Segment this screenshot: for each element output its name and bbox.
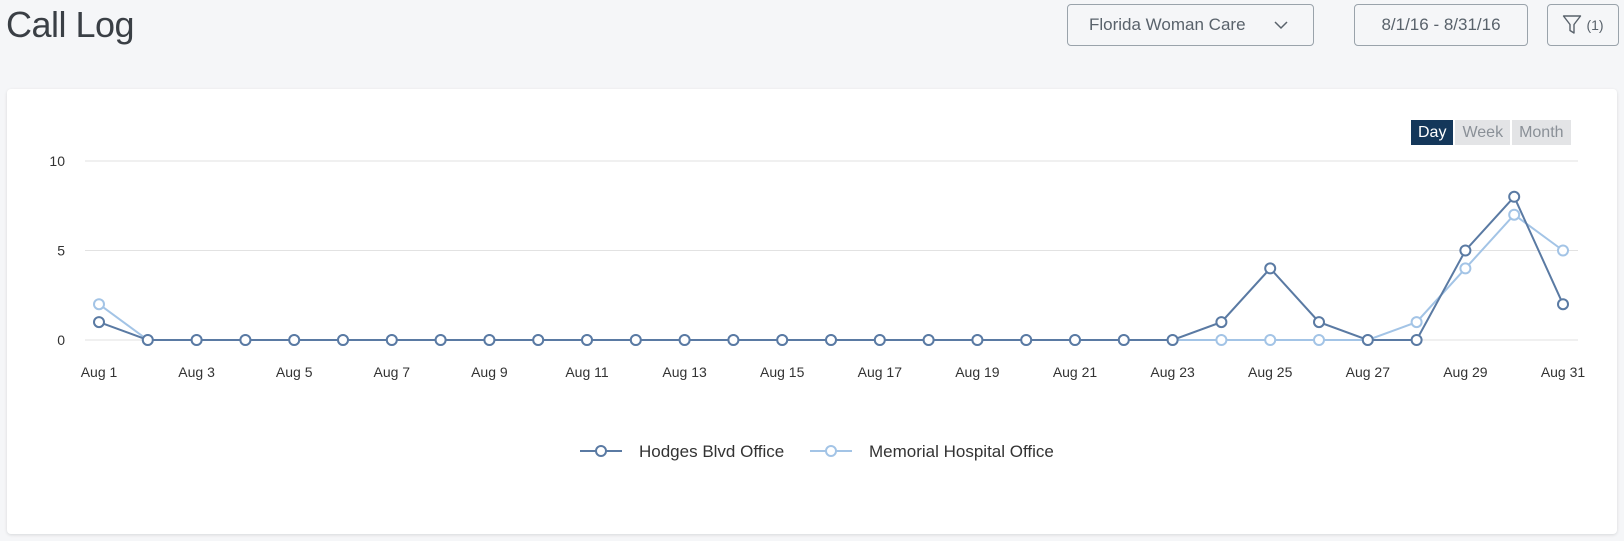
data-point: [337, 334, 349, 346]
x-tick-label: Aug 3: [178, 364, 215, 380]
legend-marker: [825, 445, 837, 457]
data-point: [776, 334, 789, 346]
y-tick-label: 10: [49, 153, 65, 169]
data-point: [1020, 334, 1033, 346]
data-point: [629, 334, 642, 346]
data-point: [483, 334, 496, 346]
x-tick-label: Aug 17: [858, 364, 903, 380]
data-point: [434, 334, 447, 346]
data-point: [190, 334, 203, 346]
toggle-week[interactable]: Week: [1455, 120, 1511, 145]
data-point: [288, 334, 301, 346]
data-point: [971, 334, 984, 346]
x-tick-label: Aug 25: [1248, 364, 1293, 380]
data-point: [1069, 334, 1081, 346]
data-point: [873, 334, 886, 346]
x-tick-label: Aug 1: [81, 364, 118, 380]
data-point: [1313, 334, 1325, 346]
practice-select[interactable]: Florida Woman Care: [1067, 4, 1314, 46]
data-point: [1459, 244, 1472, 257]
data-point: [922, 334, 935, 346]
legend-label: Memorial Hospital Office: [869, 442, 1054, 461]
x-tick-label: Aug 31: [1541, 364, 1586, 380]
legend-label: Hodges Blvd Office: [639, 442, 784, 461]
data-point: [1508, 190, 1521, 203]
x-tick-label: Aug 15: [760, 364, 805, 380]
data-point: [1508, 208, 1521, 221]
x-tick-label: Aug 11: [565, 364, 609, 380]
toggle-day[interactable]: Day: [1411, 120, 1454, 145]
x-tick-label: Aug 21: [1053, 364, 1098, 380]
data-point: [1361, 334, 1374, 346]
data-point: [1264, 334, 1277, 346]
x-tick-label: Aug 13: [662, 364, 707, 380]
x-tick-label: Aug 5: [276, 364, 313, 380]
y-tick-label: 0: [57, 332, 65, 348]
filter-button[interactable]: (1): [1547, 4, 1619, 46]
data-point: [93, 316, 105, 329]
data-point: [239, 334, 252, 346]
chevron-down-icon: [1274, 21, 1288, 30]
practice-select-label: Florida Woman Care: [1089, 15, 1246, 34]
data-point: [1557, 298, 1569, 311]
x-tick-label: Aug 23: [1150, 364, 1195, 380]
series-line: [98, 213, 1564, 341]
toggle-month[interactable]: Month: [1512, 120, 1571, 145]
data-point: [1117, 334, 1130, 346]
x-tick-label: Aug 29: [1443, 364, 1488, 380]
chart-card: [7, 89, 1617, 534]
data-point: [581, 334, 593, 346]
data-point: [1215, 316, 1228, 329]
data-point: [1215, 334, 1228, 346]
data-point: [678, 334, 691, 346]
data-point: [141, 334, 154, 346]
data-point: [93, 298, 105, 311]
legend-marker: [595, 445, 607, 457]
series-line: [98, 195, 1564, 341]
date-range-label: 8/1/16 - 8/31/16: [1381, 15, 1501, 34]
data-point: [1264, 262, 1277, 275]
data-point: [1313, 316, 1325, 329]
data-point: [1410, 316, 1423, 329]
page-title: Call Log: [6, 4, 135, 45]
granularity-toggle: Day Week Month: [1411, 120, 1571, 145]
x-tick-label: Aug 9: [471, 364, 508, 380]
filter-count: (1): [1586, 17, 1604, 33]
x-tick-label: Aug 19: [955, 364, 1000, 380]
data-point: [825, 334, 837, 346]
data-point: [1166, 334, 1179, 346]
data-point: [727, 334, 740, 346]
y-tick-label: 5: [57, 243, 65, 259]
data-point: [1459, 262, 1472, 275]
x-tick-label: Aug 7: [374, 364, 411, 380]
filter-icon: [1563, 15, 1582, 34]
data-point: [532, 334, 545, 346]
x-tick-label: Aug 27: [1346, 364, 1391, 380]
data-point: [385, 334, 398, 346]
date-range-button[interactable]: 8/1/16 - 8/31/16: [1354, 4, 1528, 46]
data-point: [1410, 334, 1423, 346]
data-point: [1557, 244, 1569, 257]
